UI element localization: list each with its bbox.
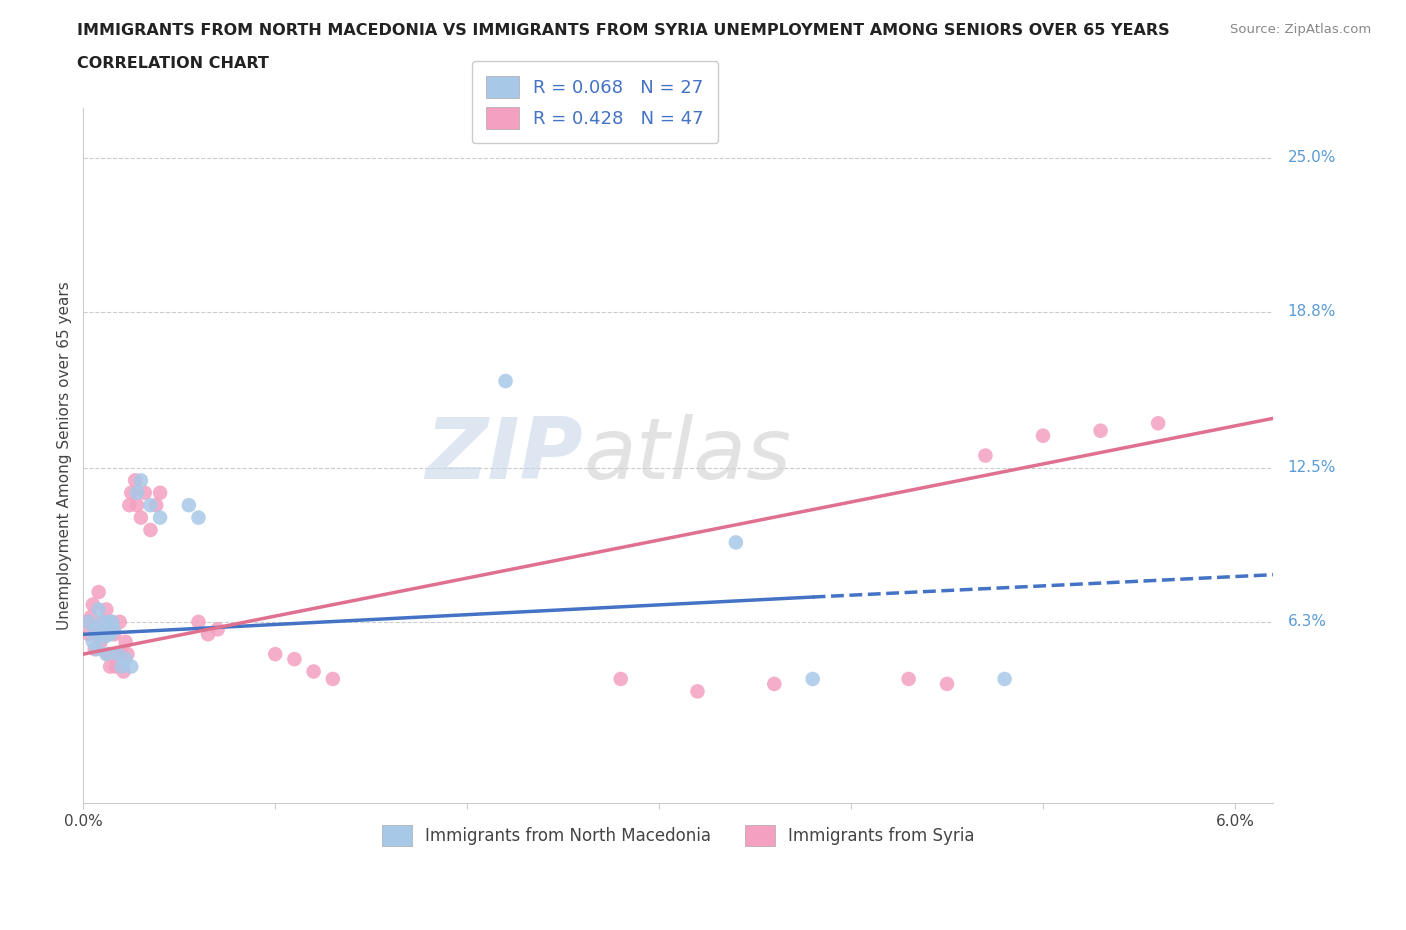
Point (93, 630, 115, 644)
Point (120, 659, 142, 674)
Point (149, 511, 172, 525)
Text: CORRELATION CHART: CORRELATION CHART (77, 56, 269, 71)
Point (97, 615, 120, 630)
Point (139, 498, 162, 512)
Point (801, 671, 824, 686)
Point (495, 374, 517, 389)
Point (125, 485, 148, 500)
Point (86, 642, 108, 657)
Point (120, 485, 142, 500)
Point (177, 498, 200, 512)
Point (111, 646, 134, 661)
Point (134, 485, 156, 500)
Point (994, 671, 1017, 686)
Point (302, 664, 325, 679)
Point (86, 622, 108, 637)
Point (149, 485, 172, 500)
Legend: Immigrants from North Macedonia, Immigrants from Syria: Immigrants from North Macedonia, Immigra… (370, 814, 986, 857)
Point (87, 602, 110, 617)
Point (114, 634, 136, 649)
Point (101, 615, 124, 630)
Point (187, 615, 209, 630)
Point (129, 473, 152, 488)
Point (763, 676, 786, 691)
Point (97, 646, 120, 661)
Point (91, 627, 114, 642)
Point (82, 597, 104, 612)
Point (609, 671, 631, 686)
Point (145, 498, 167, 512)
Point (103, 627, 125, 642)
Text: IMMIGRANTS FROM NORTH MACEDONIA VS IMMIGRANTS FROM SYRIA UNEMPLOYMENT AMONG SENI: IMMIGRANTS FROM NORTH MACEDONIA VS IMMIG… (77, 23, 1170, 38)
Point (107, 646, 129, 661)
Y-axis label: Unemployment Among Seniors over 65 years: Unemployment Among Seniors over 65 years (58, 281, 72, 630)
Point (974, 448, 997, 463)
Point (187, 511, 209, 525)
Point (112, 664, 135, 679)
Point (125, 498, 148, 512)
Point (87, 585, 110, 600)
Point (98, 627, 121, 642)
Point (129, 511, 152, 525)
Point (98, 659, 121, 674)
Point (90, 634, 112, 649)
Point (207, 622, 229, 637)
Point (104, 659, 127, 674)
Text: ZIP: ZIP (426, 414, 583, 497)
Text: 25.0%: 25.0% (1288, 150, 1336, 166)
Point (283, 652, 305, 667)
Point (111, 659, 134, 674)
Text: 12.5%: 12.5% (1288, 460, 1336, 475)
Text: 18.8%: 18.8% (1288, 304, 1336, 319)
Point (124, 473, 146, 488)
Point (96, 646, 118, 661)
Point (264, 646, 287, 661)
Point (80, 609, 103, 624)
Point (91, 615, 114, 630)
Point (1147, 416, 1170, 431)
Point (936, 676, 959, 691)
Point (77, 615, 100, 630)
Text: 6.3%: 6.3% (1288, 615, 1327, 630)
Point (139, 523, 162, 538)
Point (724, 535, 747, 550)
Point (117, 646, 139, 661)
Point (83, 622, 105, 637)
Text: Source: ZipAtlas.com: Source: ZipAtlas.com (1230, 23, 1371, 36)
Point (82, 634, 104, 649)
Point (1090, 423, 1112, 438)
Point (76, 615, 98, 630)
Point (322, 671, 344, 686)
Point (83, 642, 105, 657)
Point (1032, 428, 1054, 443)
Point (93, 615, 115, 630)
Text: atlas: atlas (583, 414, 792, 497)
Point (103, 622, 125, 637)
Point (107, 646, 129, 661)
Point (118, 498, 141, 512)
Point (90, 627, 112, 642)
Point (108, 615, 131, 630)
Point (101, 615, 124, 630)
Point (197, 627, 219, 642)
Point (897, 671, 920, 686)
Point (686, 684, 709, 698)
Point (96, 602, 118, 617)
Point (77, 627, 100, 642)
Point (114, 652, 136, 667)
